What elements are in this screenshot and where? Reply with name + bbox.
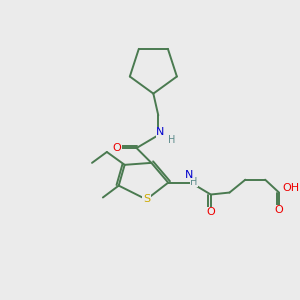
Text: S: S	[143, 194, 150, 205]
Text: N: N	[185, 170, 193, 180]
Text: O: O	[206, 207, 215, 217]
Text: O: O	[274, 206, 284, 215]
Text: H: H	[169, 135, 176, 145]
Text: N: N	[156, 127, 164, 137]
Text: H: H	[190, 177, 198, 187]
Text: O: O	[112, 143, 121, 153]
Text: OH: OH	[282, 183, 299, 193]
